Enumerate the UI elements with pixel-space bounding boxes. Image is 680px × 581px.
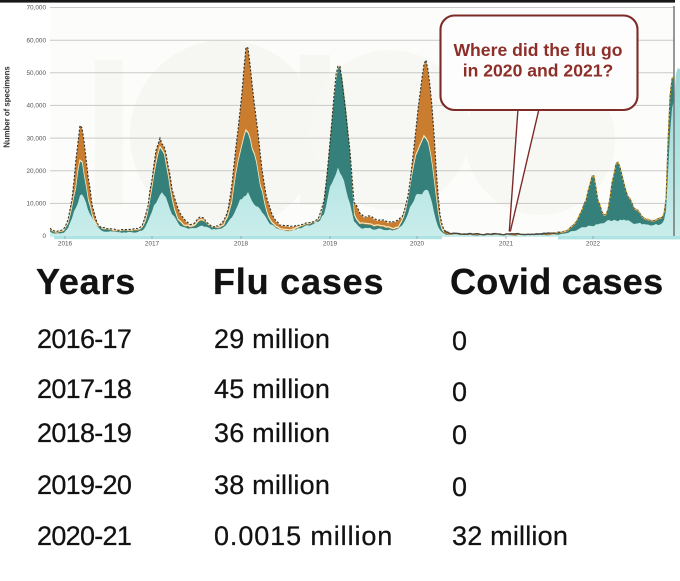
svg-text:2017: 2017 [145, 241, 160, 248]
svg-text:2018: 2018 [234, 241, 249, 248]
svg-text:2022: 2022 [586, 241, 601, 248]
svg-text:0: 0 [42, 233, 46, 240]
svg-text:60,000: 60,000 [26, 37, 46, 44]
svg-text:Where did the flu go: Where did the flu go [453, 40, 622, 60]
svg-text:50,000: 50,000 [26, 70, 46, 77]
svg-text:40,000: 40,000 [26, 103, 46, 110]
svg-text:20,000: 20,000 [26, 168, 46, 175]
svg-text:2021: 2021 [499, 241, 514, 248]
svg-text:2016: 2016 [58, 241, 73, 248]
svg-text:2019: 2019 [323, 241, 338, 248]
svg-text:10,000: 10,000 [26, 201, 46, 208]
svg-text:70,000: 70,000 [26, 5, 46, 12]
svg-text:30,000: 30,000 [26, 135, 46, 142]
svg-text:Number of specimens: Number of specimens [3, 66, 12, 148]
svg-text:2020: 2020 [410, 241, 425, 248]
svg-text:in 2020 and 2021?: in 2020 and 2021? [463, 61, 614, 81]
